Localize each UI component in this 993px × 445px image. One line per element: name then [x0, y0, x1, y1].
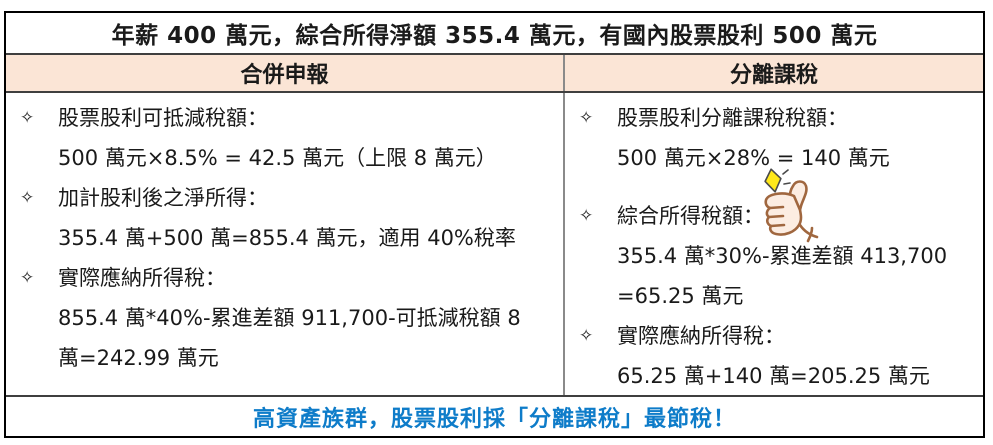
list-item: ✧ 股票股利可抵減稅額： [6, 98, 563, 138]
thumbs-up-hand [764, 180, 819, 243]
column-header-separate-taxation: 分離課稅 [729, 63, 818, 88]
table-body-row: ✧ 股票股利可抵減稅額： 500 萬元×8.5% = 42.5 萬元（上限 8 … [6, 93, 983, 395]
item-formula: =65.25 萬元 [617, 284, 744, 308]
item-formula: 500 萬元×8.5% = 42.5 萬元（上限 8 萬元） [58, 146, 497, 170]
diamond-bullet-icon: ✧ [20, 108, 35, 128]
item-label: 綜合所得稅額： [617, 204, 764, 228]
column-header-combined-filing: 合併申報 [6, 55, 565, 91]
item-formula: 500 萬元×28% = 140 萬元 [617, 146, 890, 170]
separate-taxation-cell: ✧ 股票股利分離課稅稅額： 500 萬元×28% = 140 萬元 ✧ 綜合所得… [565, 93, 983, 395]
item-label: 實際應納所得稅： [58, 266, 226, 290]
list-item: ✧ 實際應納所得稅： [565, 316, 983, 356]
list-item: ✧ 股票股利分離課稅稅額： [565, 98, 983, 138]
item-label: 加計股利後之淨所得： [58, 186, 268, 210]
column-header-row: 合併申報 分離課稅 [6, 55, 983, 93]
diamond-bullet-icon: ✧ [20, 268, 35, 288]
table-title: 年薪 400 萬元，綜合所得淨額 355.4 萬元，有國內股票股利 500 萬元 [6, 13, 983, 55]
list-item: ✧ 綜合所得稅額： [565, 196, 983, 236]
item-formula: 萬=242.99 萬元 [58, 346, 219, 370]
item-formula: 355.4 萬+500 萬=855.4 萬元，適用 40%稅率 [58, 226, 516, 250]
item-label: 股票股利分離課稅稅額： [617, 106, 848, 130]
diamond-bullet-icon: ✧ [579, 108, 594, 128]
conclusion-banner: 高資產族群，股票股利採「分離課稅」最節稅！ [6, 395, 983, 436]
item-formula: 65.25 萬+140 萬=205.25 萬元 [617, 364, 930, 388]
thumbs-up-sparkle-icon [755, 165, 823, 247]
sparkle-icon [764, 168, 791, 193]
list-item: ✧ 加計股利後之淨所得： [6, 178, 563, 218]
diamond-bullet-icon: ✧ [20, 188, 35, 208]
item-label: 股票股利可抵減稅額： [58, 106, 268, 130]
list-item: ✧ 實際應納所得稅： [6, 258, 563, 298]
diamond-bullet-icon: ✧ [579, 326, 594, 346]
combined-filing-cell: ✧ 股票股利可抵減稅額： 500 萬元×8.5% = 42.5 萬元（上限 8 … [6, 93, 565, 395]
item-formula: 355.4 萬*30%-累進差額 413,700 [617, 244, 948, 268]
diamond-bullet-icon: ✧ [579, 206, 594, 226]
tax-comparison-table: 年薪 400 萬元，綜合所得淨額 355.4 萬元，有國內股票股利 500 萬元… [4, 11, 985, 438]
item-label: 實際應納所得稅： [617, 324, 785, 348]
item-formula: 855.4 萬*40%-累進差額 911,700-可抵減稅額 8 [58, 306, 521, 330]
